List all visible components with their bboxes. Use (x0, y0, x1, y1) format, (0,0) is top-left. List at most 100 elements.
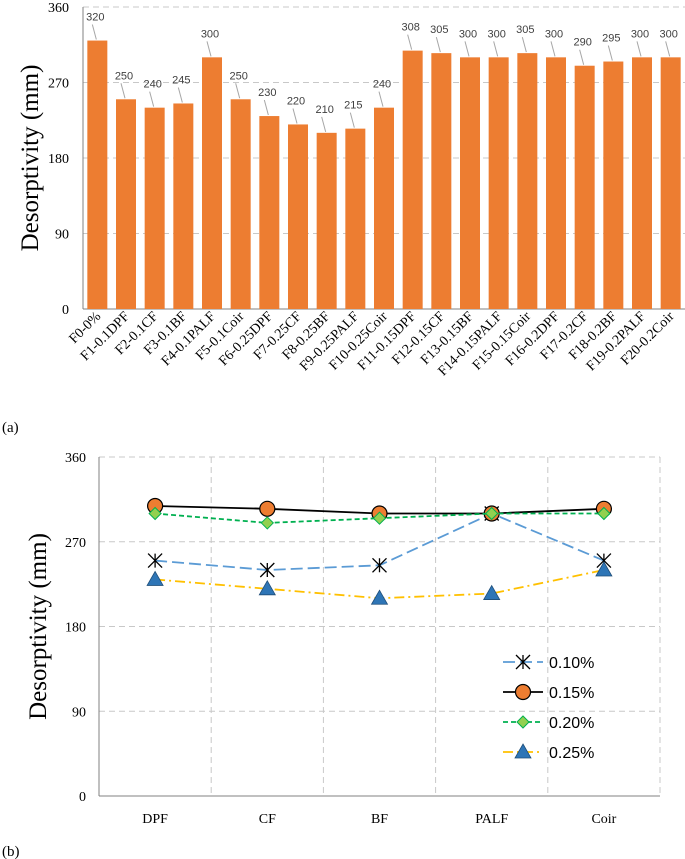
y-tick-label: 360 (65, 451, 86, 466)
bar (546, 57, 566, 310)
bar (316, 132, 337, 309)
data-label: 300 (545, 28, 563, 40)
line-chart-b: 0 90 180 270 360 Desorptivity (mm) DPF CF BF PALF… (2, 451, 661, 859)
bar (402, 50, 423, 309)
bar (660, 57, 681, 310)
marker-diamond (484, 506, 499, 521)
data-label: 230 (258, 87, 276, 99)
data-label-leader (206, 41, 212, 57)
y-tick-label: 270 (48, 77, 69, 92)
x-tick-label: PALF (475, 812, 508, 827)
data-label: 220 (287, 95, 305, 107)
data-label-leader (91, 24, 97, 40)
data-label-leader (493, 41, 499, 57)
bar (345, 128, 366, 309)
legend-label: 0.20% (549, 715, 594, 732)
data-label-leader (263, 99, 269, 116)
data-label: 308 (401, 22, 419, 34)
bar (603, 61, 624, 310)
bar (87, 40, 108, 310)
legend-entry: 0.15% (503, 683, 594, 702)
data-label: 305 (430, 24, 448, 36)
marker-diamond (516, 715, 530, 729)
data-label: 245 (172, 74, 190, 86)
bar (259, 116, 280, 309)
bar (632, 57, 652, 310)
data-label: 300 (201, 28, 219, 40)
legend-label: 0.25% (549, 745, 594, 762)
data-label: 320 (86, 12, 104, 24)
legend-label: 0.15% (549, 685, 594, 702)
y-tick-label: 90 (55, 228, 69, 243)
data-label: 240 (373, 79, 391, 91)
marker-diamond (597, 506, 611, 521)
data-label: 300 (631, 28, 649, 40)
marker-asterisk (147, 553, 163, 569)
data-label: 215 (344, 100, 362, 112)
data-label-leader (149, 91, 155, 107)
bar (574, 65, 595, 309)
panel-label-a: (a) (2, 420, 19, 436)
y-tick-label: 360 (48, 1, 69, 16)
y-tick-label: 90 (72, 705, 86, 720)
data-label-leader (120, 83, 126, 99)
bar (173, 103, 194, 309)
marker-triangle (514, 743, 532, 759)
legend-entry: 0.10% (503, 654, 594, 672)
data-label-leader (521, 37, 527, 53)
data-label-leader (550, 41, 556, 57)
marker-triangle (483, 584, 501, 600)
data-label: 295 (602, 33, 620, 45)
data-label-leader (378, 91, 384, 107)
x-tick-label: BF (371, 812, 388, 827)
marker-diamond (148, 506, 162, 521)
marker-triangle (595, 561, 613, 577)
marker-triangle (146, 570, 164, 586)
y-tick-label: 180 (48, 152, 69, 167)
marker-asterisk (515, 654, 531, 670)
series-0.20% (148, 506, 611, 530)
data-label-leader (435, 37, 441, 53)
marker-diamond (372, 511, 387, 525)
data-label-leader (407, 34, 413, 50)
data-label-leader (321, 116, 327, 132)
data-label: 250 (229, 70, 247, 82)
marker-asterisk (259, 562, 275, 578)
data-label: 290 (573, 37, 591, 49)
y-tick-label: 0 (62, 303, 69, 318)
legend-entry: 0.20% (503, 715, 594, 732)
data-label: 300 (659, 28, 677, 40)
data-label-leader (235, 83, 241, 99)
data-label-leader (607, 45, 613, 61)
data-label: 300 (459, 28, 477, 40)
x-tick-label: DPF (142, 812, 168, 827)
data-label-leader (636, 41, 642, 57)
data-label-leader (579, 49, 585, 65)
marker-circle (514, 683, 532, 701)
bar (460, 57, 480, 310)
series-0.25% (146, 561, 613, 605)
legend-entry: 0.25% (503, 743, 594, 762)
bar (288, 124, 308, 309)
data-label: 240 (143, 79, 161, 91)
legend-label: 0.10% (549, 655, 594, 672)
bar (431, 53, 452, 310)
data-label: 250 (115, 70, 133, 82)
panel-label-b: (b) (2, 844, 20, 859)
bar (517, 53, 538, 310)
data-label: 210 (315, 104, 333, 116)
marker-triangle (370, 589, 389, 605)
y-tick-label: 0 (79, 790, 86, 805)
bar (488, 57, 509, 310)
data-label-leader (349, 112, 355, 128)
data-label-leader (464, 41, 470, 57)
bar (202, 57, 222, 310)
data-label-leader (292, 108, 298, 124)
marker-diamond (260, 516, 275, 530)
y-axis-label: Desorptivity (mm) (17, 65, 44, 252)
data-label: 300 (487, 28, 505, 40)
bar (144, 107, 165, 310)
data-label-leader (177, 87, 183, 103)
marker-triangle (258, 580, 276, 596)
